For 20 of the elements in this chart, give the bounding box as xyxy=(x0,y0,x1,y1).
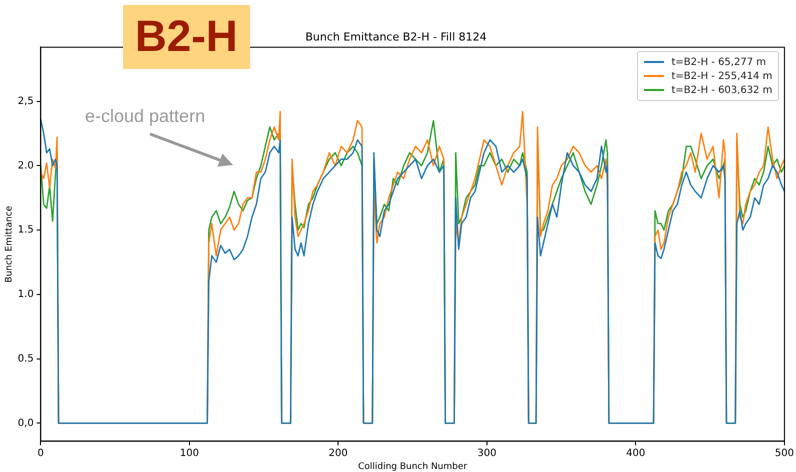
y-tick-label: 2.0 xyxy=(18,160,34,172)
chart-title: Bunch Emittance B2-H - Fill 8124 xyxy=(305,30,487,44)
legend-label: t=B2-H - 603,632 m xyxy=(671,84,772,96)
x-tick-label: 0 xyxy=(38,448,44,459)
legend-label: t=B2-H - 65,277 m xyxy=(671,56,766,68)
legend-label: t=B2-H - 255,414 m xyxy=(671,70,772,82)
x-axis-title: Colliding Bunch Number xyxy=(358,462,468,472)
y-tick-label: 1.0 xyxy=(18,289,34,300)
annotation: B2-H xyxy=(123,5,250,69)
y-tick-label: 1.5 xyxy=(18,224,34,236)
x-tick-label: 300 xyxy=(477,448,496,459)
x-tick-label: 100 xyxy=(180,448,199,459)
x-tick-label: 400 xyxy=(626,448,646,459)
x-tick-label: 200 xyxy=(328,448,348,459)
x-tick-label: 500 xyxy=(774,448,794,459)
y-tick-label: 0,0 xyxy=(18,418,34,429)
annotation: e-cloud pattern xyxy=(85,106,206,126)
y-axis-title: Bunch Emittance xyxy=(4,205,15,283)
y-tick-label: 0.5 xyxy=(18,353,34,364)
y-tick-label: 2,5 xyxy=(18,96,34,107)
